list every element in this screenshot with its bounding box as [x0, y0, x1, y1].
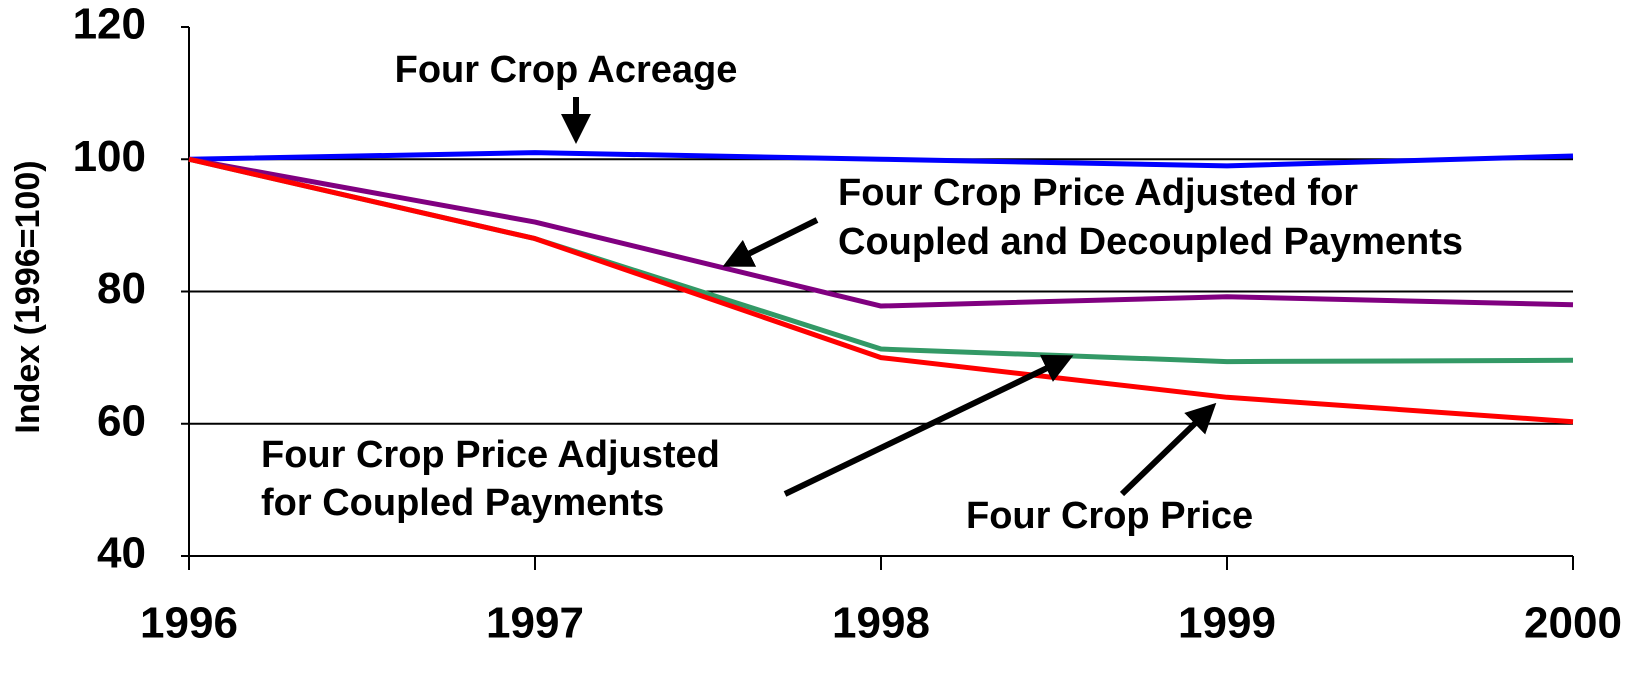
x-tick-label: 1999 — [1178, 599, 1276, 648]
annotation: Coupled and Decoupled Payments — [838, 221, 1463, 263]
annotation: for Coupled Payments — [261, 482, 664, 524]
annotation: Four Crop Acreage — [395, 49, 738, 91]
x-tick-label: 1998 — [832, 599, 930, 648]
annotation: Four Crop Price Adjusted — [261, 434, 720, 476]
y-tick-label: 60 — [97, 396, 146, 445]
arrow — [722, 217, 819, 267]
annotation: Four Crop Price — [966, 495, 1253, 537]
series-line — [188, 156, 1574, 309]
x-tick-label: 1997 — [486, 599, 584, 648]
y-tick-label: 120 — [73, 0, 146, 49]
y-axis-label: Index (1996=100) — [9, 160, 47, 433]
x-tick-label: 1996 — [140, 599, 238, 648]
x-tick-label: 2000 — [1524, 599, 1622, 648]
series-line — [188, 150, 1574, 169]
y-tick-label: 40 — [97, 529, 146, 578]
annotation: Four Crop Price Adjusted for — [838, 172, 1358, 214]
plot-area: 40 60 80 100 120 1996 1997 1998 1999 2000 — [73, 0, 1622, 648]
series-line — [188, 156, 1574, 425]
arrow — [783, 354, 1074, 497]
y-tick-label: 100 — [73, 132, 146, 181]
arrows — [561, 97, 1217, 497]
arrow — [1119, 402, 1217, 497]
y-tick-label: 80 — [97, 264, 146, 313]
